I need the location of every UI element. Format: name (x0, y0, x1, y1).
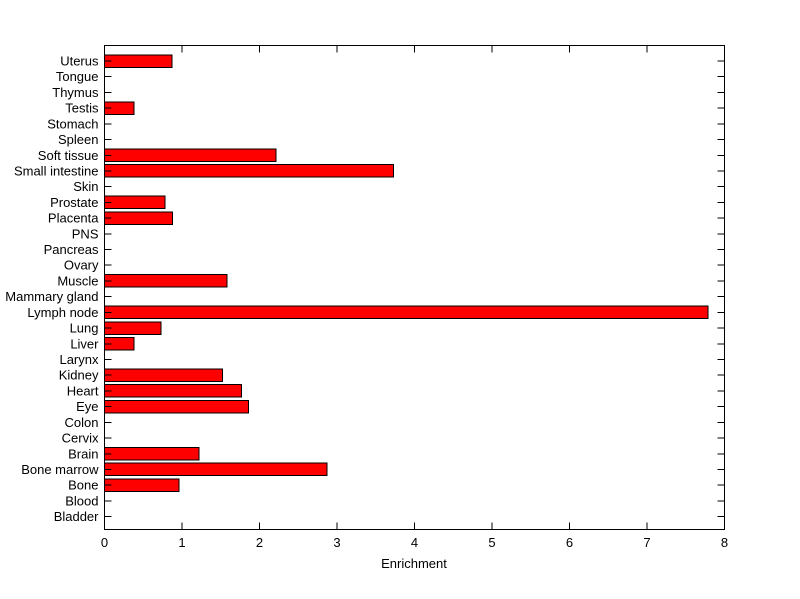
x-tick-label-1: 1 (178, 535, 185, 550)
y-tick-label-soft-tissue: Soft tissue (38, 148, 99, 163)
x-tick-label-3: 3 (333, 535, 340, 550)
y-tick-label-blood: Blood (65, 493, 98, 508)
y-tick-label-eye: Eye (76, 399, 98, 414)
axes-layer (104, 45, 725, 530)
x-tick-label-7: 7 (643, 535, 650, 550)
y-tick-label-muscle: Muscle (57, 273, 98, 288)
bar-soft-tissue (104, 148, 277, 162)
y-tick-label-ovary: Ovary (64, 258, 99, 273)
y-tick-label-uterus: Uterus (60, 54, 99, 69)
y-tick-label-testis: Testis (65, 101, 99, 116)
x-tick-label-0: 0 (101, 535, 108, 550)
y-tick-label-lung: Lung (70, 321, 99, 336)
bar-eye (104, 399, 250, 414)
y-tick-label-kidney: Kidney (59, 368, 99, 383)
bar-placenta (104, 211, 174, 225)
y-tick-label-larynx: Larynx (59, 352, 99, 367)
y-tick-label-placenta: Placenta (48, 211, 99, 226)
y-tick-label-small-intestine: Small intestine (14, 163, 99, 178)
y-tick-label-stomach: Stomach (47, 116, 98, 131)
bars-layer (104, 54, 709, 492)
y-tick-label-skin: Skin (73, 179, 98, 194)
y-tick-label-pancreas: Pancreas (44, 242, 99, 257)
x-tick-label-5: 5 (488, 535, 495, 550)
bar-muscle (104, 274, 228, 288)
y-tick-label-mammary-gland: Mammary gland (5, 289, 98, 304)
y-tick-label-pns: PNS (72, 226, 99, 241)
y-tick-label-spleen: Spleen (58, 132, 98, 147)
bar-lung (104, 321, 162, 335)
y-tick-label-bone: Bone (68, 478, 98, 493)
x-tick-label-8: 8 (721, 535, 728, 550)
bar-brain (104, 447, 200, 461)
y-tick-label-lymph-node: Lymph node (27, 305, 98, 320)
bar-uterus (104, 54, 173, 68)
bar-small-intestine (104, 164, 395, 178)
bar-bone (104, 478, 180, 492)
y-tick-label-cervix: Cervix (62, 431, 99, 446)
bar-bone-marrow (104, 462, 328, 477)
y-tick-label-colon: Colon (65, 415, 99, 430)
y-tick-label-heart: Heart (67, 383, 99, 398)
bar-prostate (104, 195, 166, 210)
bar-lymph-node (104, 305, 709, 320)
y-tick-label-thymus: Thymus (52, 85, 99, 100)
y-tick-label-prostate: Prostate (50, 195, 98, 210)
y-tick-label-brain: Brain (68, 446, 98, 461)
tick-labels-layer: UterusTongueThymusTestisStomachSpleenSof… (5, 54, 728, 551)
y-tick-label-bone-marrow: Bone marrow (21, 462, 99, 477)
bar-heart (104, 384, 243, 398)
x-tick-label-6: 6 (566, 535, 573, 550)
x-tick-label-4: 4 (411, 535, 418, 550)
y-tick-label-bladder: Bladder (54, 509, 99, 524)
bar-kidney (104, 368, 223, 382)
y-tick-label-tongue: Tongue (56, 69, 99, 84)
x-tick-label-2: 2 (256, 535, 263, 550)
y-tick-label-liver: Liver (70, 336, 99, 351)
x-axis-label: Enrichment (381, 556, 447, 571)
